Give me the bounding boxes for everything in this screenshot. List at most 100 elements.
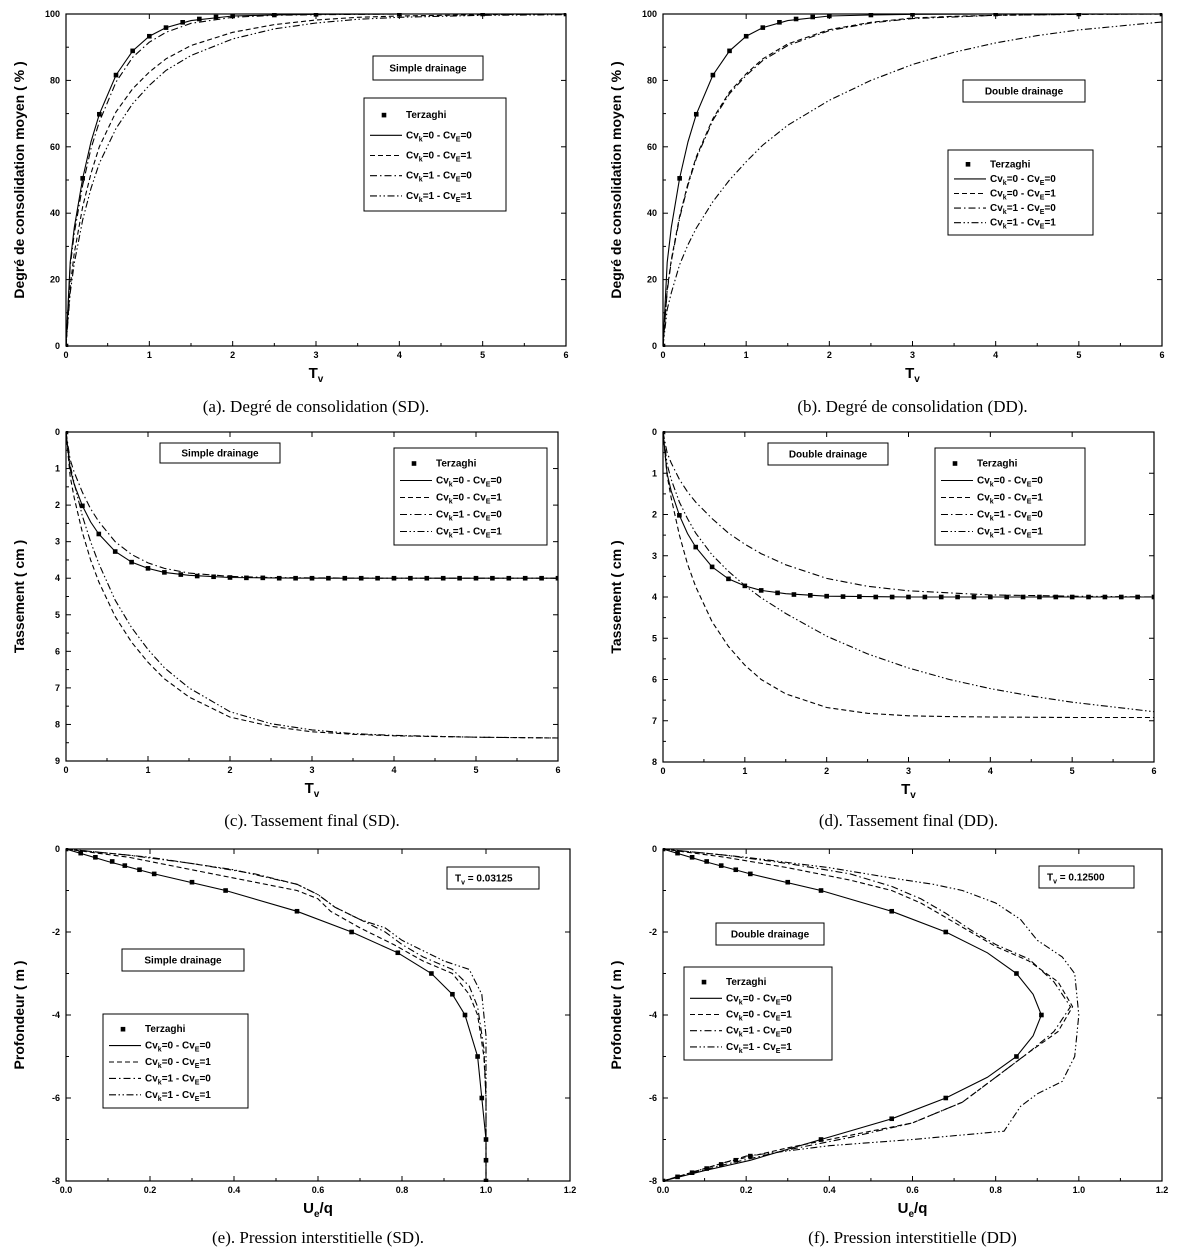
x-tick-label: 0.2 bbox=[740, 1185, 753, 1195]
legend-label-part: =0 bbox=[1044, 174, 1056, 185]
legend-label-part: Cv bbox=[436, 476, 449, 487]
legend-label-part: Cv bbox=[990, 189, 1003, 200]
data-point-terzaghi bbox=[777, 20, 782, 25]
x-tick-label: 0 bbox=[660, 766, 665, 776]
y-tick-label: 60 bbox=[50, 142, 60, 152]
legend-label-sub: k bbox=[449, 499, 453, 506]
legend-label-part: Cv bbox=[406, 191, 419, 202]
legend-label-part: =1 bbox=[460, 151, 472, 162]
annotation-text: Double drainage bbox=[789, 450, 868, 461]
legend-label: Cvk=0 - CvE=1 bbox=[406, 151, 472, 164]
legend-label-part: =1 bbox=[1031, 493, 1043, 504]
legend-label-part: Cv bbox=[990, 203, 1003, 214]
series-line bbox=[663, 13, 1162, 347]
y-tick-label: -8 bbox=[52, 1176, 60, 1186]
legend-label-part: =0 - Cv bbox=[994, 476, 1028, 487]
legend-label-part: =0 - Cv bbox=[1007, 189, 1041, 200]
legend-label-part: Cv bbox=[406, 171, 419, 182]
legend-label-part: =1 bbox=[199, 1057, 211, 1068]
legend-label: Cvk=1 - CvE=1 bbox=[406, 191, 472, 204]
legend-label-part: =0 - Cv bbox=[743, 1010, 777, 1021]
x-axis-label: Tv bbox=[305, 780, 320, 800]
series-4 bbox=[66, 14, 566, 347]
chart-panel-f: 0.0 0.2 0.4 0.6 0.8 1.0 1.2 0 -2 -4 -6 -8 Ue/q Profon… bbox=[608, 844, 1168, 1247]
y-tick-label: 80 bbox=[50, 75, 60, 85]
legend-label: Cvk=0 - CvE=0 bbox=[436, 476, 502, 489]
x-tick-label: 2 bbox=[824, 766, 829, 776]
legend-label-sub: k bbox=[449, 482, 453, 489]
legend-label-part: =0 - Cv bbox=[994, 493, 1028, 504]
legend-box bbox=[934, 447, 1086, 546]
legend-label-part: =0 - Cv bbox=[743, 993, 777, 1004]
legend-label: Terzaghi bbox=[726, 977, 767, 988]
x-axis-label-sub: v bbox=[318, 374, 324, 385]
y-tick-label: 0 bbox=[652, 341, 657, 351]
legend-label: Cvk=1 - CvE=0 bbox=[726, 1026, 792, 1039]
legend-label-sub: k bbox=[739, 1016, 743, 1023]
legend-label-part: =1 bbox=[1031, 527, 1043, 538]
x-axis-label: Ue/q bbox=[303, 1200, 333, 1220]
y-tick-label: -4 bbox=[52, 1010, 60, 1020]
y-tick-label: 100 bbox=[45, 9, 60, 19]
series-3 bbox=[66, 848, 487, 1181]
tv-box bbox=[446, 866, 540, 890]
x-tick-label: 0.4 bbox=[823, 1185, 836, 1195]
legend-label-sub: k bbox=[419, 177, 423, 184]
legend-label: Cvk=0 - CvE=0 bbox=[406, 130, 472, 143]
data-point-terzaghi bbox=[793, 16, 799, 22]
legend-label-sub: E bbox=[456, 157, 461, 164]
legend-label-part: =0 bbox=[199, 1041, 211, 1052]
y-axis-label: Degré de consolidation moyen ( % ) bbox=[608, 61, 624, 298]
x-tick-label: 0 bbox=[63, 765, 68, 775]
y-tick-label: 4 bbox=[652, 592, 657, 602]
y-tick-label: 8 bbox=[652, 757, 657, 767]
data-point-terzaghi bbox=[1159, 13, 1162, 17]
legend-label: Cvk=1 - CvE=1 bbox=[977, 527, 1043, 540]
legend-label-part: =0 - Cv bbox=[423, 151, 457, 162]
y-tick-label: 2 bbox=[652, 510, 657, 520]
legend-label-sub: E bbox=[776, 999, 781, 1006]
legend-marker bbox=[120, 1026, 126, 1032]
tv-text: Tv = 0.12500 bbox=[1047, 873, 1105, 886]
legend-label-part: Cv bbox=[436, 527, 449, 538]
data-point-terzaghi bbox=[704, 1166, 709, 1171]
legend-label-part: =1 - Cv bbox=[423, 171, 457, 182]
legend-label-part: =0 bbox=[490, 476, 502, 487]
x-tick-label: 2 bbox=[227, 765, 232, 775]
legend-label-sub: k bbox=[1003, 195, 1007, 202]
series-line bbox=[66, 431, 558, 739]
y-tick-label: -6 bbox=[649, 1093, 657, 1103]
series-line bbox=[66, 848, 487, 1181]
y-tick-label: 1 bbox=[652, 468, 657, 478]
legend-label-sub: E bbox=[1040, 209, 1045, 216]
legend-label-part: Cv bbox=[977, 493, 990, 504]
data-point-terzaghi bbox=[480, 13, 485, 17]
legend-label-part: Cv bbox=[436, 493, 449, 504]
legend-label-sub: k bbox=[419, 197, 423, 204]
series-line bbox=[663, 848, 1072, 1182]
legend-label-part: =1 - Cv bbox=[1007, 218, 1041, 229]
annotation-box bbox=[159, 442, 281, 464]
data-point-terzaghi bbox=[213, 14, 219, 20]
series-3 bbox=[663, 431, 1154, 598]
data-point-terzaghi bbox=[109, 859, 115, 864]
y-tick-label: 4 bbox=[55, 573, 60, 583]
y-axis-label: Profondeur ( m ) bbox=[608, 961, 624, 1070]
annotation-text: Simple drainage bbox=[389, 64, 467, 75]
panel-caption: (b). Degré de consolidation (DD). bbox=[797, 397, 1027, 416]
series-line bbox=[663, 431, 1154, 598]
y-tick-label: -2 bbox=[52, 927, 60, 937]
series-2 bbox=[66, 848, 487, 1181]
y-tick-label: 0 bbox=[55, 341, 60, 351]
legend-label-part: Cv bbox=[145, 1090, 158, 1101]
legend-label-part: Cv bbox=[145, 1073, 158, 1084]
x-tick-label: 1 bbox=[744, 350, 749, 360]
legend-label-part: =1 bbox=[780, 1042, 792, 1053]
x-tick-label: 4 bbox=[993, 350, 998, 360]
x-tick-label: 2 bbox=[230, 350, 235, 360]
legend-label-part: =0 - Cv bbox=[1007, 174, 1041, 185]
legend-label-sub: k bbox=[419, 136, 423, 143]
y-tick-label: 3 bbox=[652, 551, 657, 561]
series-3 bbox=[66, 431, 558, 579]
y-tick-label: -2 bbox=[649, 927, 657, 937]
